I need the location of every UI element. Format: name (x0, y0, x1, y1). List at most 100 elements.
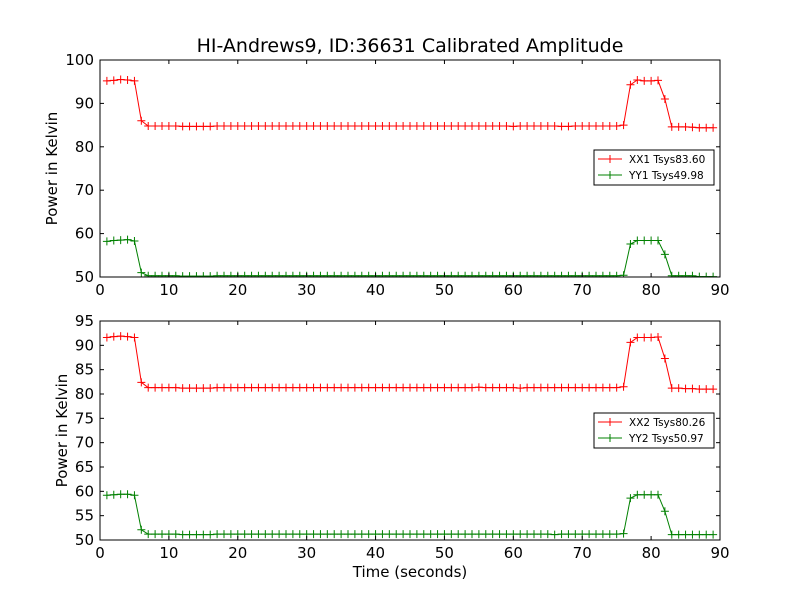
legend: XX2 Tsys80.26 YY2 Tsys50.97 (593, 412, 715, 449)
data-point (330, 383, 339, 392)
y-tick-label: 60 (75, 225, 94, 243)
data-point (357, 121, 366, 130)
data-point (206, 272, 215, 277)
data-point (406, 121, 414, 130)
data-point (523, 271, 532, 277)
data-point (240, 121, 249, 130)
data-point (419, 271, 428, 277)
data-point (261, 271, 270, 277)
x-tick-label: 0 (95, 281, 105, 299)
data-point (433, 121, 442, 130)
data-point (440, 383, 449, 392)
y-tick-label: 50 (75, 268, 94, 286)
data-point (495, 530, 504, 539)
data-point (530, 530, 538, 539)
data-point (454, 121, 463, 130)
data-point (612, 530, 621, 539)
data-point (481, 530, 490, 539)
data-point (626, 80, 635, 89)
data-point (406, 530, 414, 539)
data-point (392, 530, 401, 539)
data-point (302, 121, 311, 130)
data-point (695, 530, 704, 539)
data-point (571, 383, 580, 392)
data-point (316, 530, 325, 539)
data-point (350, 121, 359, 130)
data-point (261, 530, 270, 539)
data-point (206, 122, 215, 131)
data-point (164, 121, 173, 130)
data-point (474, 121, 483, 130)
data-point (109, 76, 118, 85)
data-point (288, 383, 297, 392)
data-point (681, 530, 690, 539)
data-point (158, 383, 166, 392)
data-point (151, 383, 160, 392)
data-point (123, 490, 132, 499)
data-point (254, 530, 263, 539)
data-point (144, 271, 153, 277)
data-point (688, 530, 697, 539)
data-point (564, 271, 573, 277)
legend-entry-label: YY2 Tsys50.97 (628, 433, 704, 445)
data-point (247, 121, 256, 130)
data-point (426, 121, 435, 130)
data-point (674, 122, 683, 131)
data-point (461, 383, 470, 392)
data-point (612, 383, 621, 392)
data-point (564, 383, 573, 392)
data-point (502, 271, 511, 277)
data-point (171, 271, 180, 277)
data-point (282, 530, 290, 539)
data-point (254, 271, 263, 277)
data-point (323, 383, 332, 392)
data-point (461, 271, 470, 277)
data-point (585, 121, 594, 130)
subplot-top: 0 10 20 30 40 50 60 70 80 90 50 60 70 80 90 100 Power in… (43, 51, 730, 299)
data-point (240, 383, 249, 392)
data-point (647, 236, 656, 245)
data-point (523, 121, 532, 130)
data-point (378, 271, 387, 277)
data-point (323, 530, 332, 539)
data-point (688, 271, 697, 277)
data-point (433, 530, 442, 539)
data-point (399, 121, 408, 130)
data-point (233, 121, 242, 130)
x-tick-label: 70 (573, 544, 592, 562)
data-point (468, 121, 476, 130)
data-point (323, 271, 332, 277)
data-point (261, 121, 270, 130)
data-point (102, 237, 111, 246)
data-point (144, 383, 153, 392)
data-point (364, 271, 373, 277)
data-point (426, 383, 435, 392)
data-point (392, 383, 401, 392)
data-point (282, 121, 290, 130)
data-point (612, 271, 621, 277)
legend-entry-label: YY1 Tsys49.98 (628, 170, 704, 182)
data-point (447, 121, 456, 130)
data-point (268, 530, 277, 539)
legend-marker (606, 155, 614, 163)
y-tick-label: 75 (75, 409, 94, 427)
data-point (419, 530, 428, 539)
data-point (344, 271, 352, 277)
data-point (640, 490, 649, 499)
data-point (130, 76, 139, 85)
data-point (288, 121, 297, 130)
data-point (412, 121, 421, 130)
legend-entry-label: XX1 Tsys83.60 (629, 154, 705, 166)
data-point (323, 121, 332, 130)
legend: XX1 Tsys83.60 YY1 Tsys49.98 (593, 149, 715, 186)
data-point (151, 121, 160, 130)
data-point (385, 530, 394, 539)
data-point (226, 530, 235, 539)
data-point (392, 271, 401, 277)
data-point (344, 383, 352, 392)
data-point (178, 272, 187, 277)
data-point (654, 333, 662, 342)
y-tick-label: 70 (75, 181, 94, 199)
data-point (316, 383, 325, 392)
